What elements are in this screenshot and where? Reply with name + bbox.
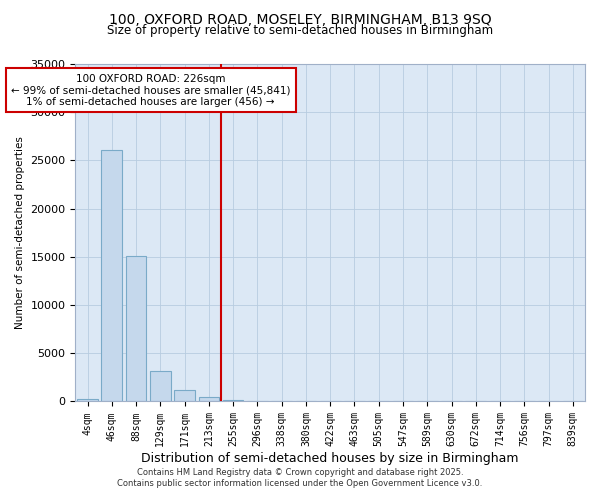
Bar bbox=[150, 370, 170, 402]
Bar bbox=[223, 400, 244, 402]
Bar bbox=[199, 397, 219, 402]
Bar bbox=[174, 390, 195, 402]
Bar bbox=[77, 398, 98, 402]
Text: 100, OXFORD ROAD, MOSELEY, BIRMINGHAM, B13 9SQ: 100, OXFORD ROAD, MOSELEY, BIRMINGHAM, B… bbox=[109, 12, 491, 26]
Text: Contains HM Land Registry data © Crown copyright and database right 2025.
Contai: Contains HM Land Registry data © Crown c… bbox=[118, 468, 482, 487]
Text: 100 OXFORD ROAD: 226sqm
← 99% of semi-detached houses are smaller (45,841)
1% of: 100 OXFORD ROAD: 226sqm ← 99% of semi-de… bbox=[11, 74, 290, 107]
Text: Size of property relative to semi-detached houses in Birmingham: Size of property relative to semi-detach… bbox=[107, 24, 493, 37]
Bar bbox=[101, 150, 122, 402]
Y-axis label: Number of semi-detached properties: Number of semi-detached properties bbox=[15, 136, 25, 329]
X-axis label: Distribution of semi-detached houses by size in Birmingham: Distribution of semi-detached houses by … bbox=[142, 452, 519, 465]
Bar bbox=[126, 256, 146, 402]
